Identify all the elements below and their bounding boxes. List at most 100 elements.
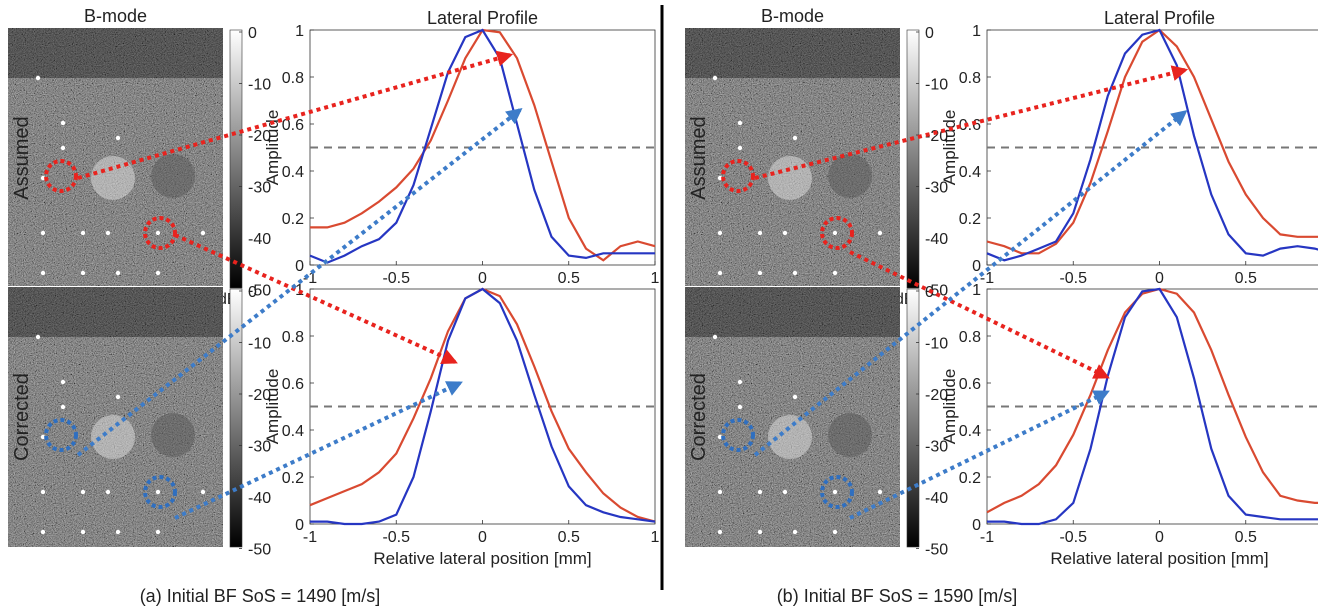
y-tick-label: 0.8 [959,70,981,87]
profile-line-blue [310,287,656,526]
cyst-bright [768,156,812,200]
y-tick-label: 1 [295,23,304,40]
plot-frame [986,29,1318,266]
profile-line-blue [986,28,1318,262]
row-corrected: Corrected 0 -10 -20 -30 -40 -50 0 0.2 0.4 0.6 0.8 1 -… [685,282,1318,568]
y-tick-label: 0.4 [282,423,304,440]
colorbar-tick-label: -10 [925,77,948,94]
x-tick-label: 1 [651,270,660,287]
point-target [40,489,46,495]
colorbar-tick-label: -50 [248,283,271,300]
x-tick-label: 0.5 [1235,270,1257,287]
row-assumed: Assumed0-10-20-30-40-50[dB]00.20.40.60.8… [685,23,1318,308]
point-target [155,489,161,495]
y-axis-label: Amplitude [263,110,282,186]
point-target [105,230,111,236]
target-circle-left [721,418,755,452]
cyst-bright [91,415,135,459]
point-target [60,404,66,410]
x-axis-label: Relative lateral position [mm] [1050,549,1268,568]
point-target [792,270,798,276]
cyst-bright [91,156,135,200]
colorbar-tick-label: -30 [925,180,948,197]
profile-line-blue [309,28,655,264]
colorbar-tick-label: -10 [925,336,948,353]
x-tick-label: 0.5 [558,270,580,287]
cyst-dark [151,154,195,198]
profile-title: Lateral Profile [427,8,538,28]
colorbar-tick-label: -40 [248,231,271,248]
point-target [80,230,86,236]
x-tick-label: 0 [478,529,487,546]
target-circle-right [820,475,854,509]
x-tick-label: -0.5 [1059,270,1087,287]
x-tick-label: -1 [980,529,994,546]
target-circle-left [721,159,755,193]
panel-caption: (b) Initial BF SoS = 1590 [m/s] [777,586,1018,606]
point-target [60,379,66,385]
y-axis-label: Amplitude [940,110,959,186]
target-circle-right [143,216,177,250]
colorbar-tick-label: 0 [925,25,934,42]
profile-plot: 00.20.40.60.81-1-0.500.51AmplitudeRelati… [940,282,1318,568]
colorbar [906,29,920,289]
point-target [80,529,86,535]
bmode-nearfield [685,28,900,78]
x-tick-label: 0 [1155,270,1164,287]
point-target [115,135,121,141]
y-axis-label: Amplitude [263,369,282,445]
cyst-dark [828,154,872,198]
target-circle-right [820,216,854,250]
point-target [40,270,46,276]
y-tick-label: 0.4 [959,164,981,181]
y-tick-label: 0.2 [959,470,981,487]
bmode-title: B-mode [761,6,824,26]
point-target [757,489,763,495]
y-tick-label: 0 [972,517,981,534]
x-tick-label: 0.5 [1235,529,1257,546]
y-tick-label: 0.6 [959,117,981,134]
row-label: Corrected [11,373,33,461]
arrow-blue-corrected-left [753,110,1188,457]
colorbar-tick-label: -30 [248,180,271,197]
y-tick-label: 1 [972,282,981,299]
x-tick-label: -0.5 [1059,529,1087,546]
arrow-red-assumed-left [754,65,1189,180]
profile-plot: 00.20.40.60.81-1-0.500.51AmplitudeRelati… [263,282,660,568]
colorbar-tick-label: -50 [925,542,948,559]
point-target [737,379,743,385]
x-tick-label: 0 [1155,529,1164,546]
x-tick-label: -1 [303,529,317,546]
y-tick-label: 0.2 [282,470,304,487]
point-target [80,270,86,276]
colorbar [229,288,243,548]
point-target [737,145,743,151]
bmode-nearfield [8,287,223,337]
y-tick-label: 0 [295,258,304,275]
y-tick-label: 1 [972,23,981,40]
bmode-nearfield [8,28,223,78]
row-label: Assumed [688,116,710,199]
y-axis-label: Amplitude [940,369,959,445]
colorbar-tick-label: -40 [925,231,948,248]
colorbar-tick-label: -40 [248,490,271,507]
point-target [80,489,86,495]
point-target [832,230,838,236]
point-target [717,270,723,276]
panel-caption: (a) Initial BF SoS = 1490 [m/s] [140,586,381,606]
point-target [737,120,743,126]
point-target [832,489,838,495]
colorbar-tick-label: -20 [248,387,271,404]
x-tick-label: -0.5 [382,529,410,546]
point-target [757,230,763,236]
cyst-dark [828,413,872,457]
point-target [792,529,798,535]
row-label: Assumed [11,116,33,199]
y-tick-label: 0.4 [959,423,981,440]
bmode-title: B-mode [84,6,147,26]
point-target [105,489,111,495]
point-target [832,529,838,535]
point-target [115,529,121,535]
colorbar-tick-label: -50 [248,542,271,559]
